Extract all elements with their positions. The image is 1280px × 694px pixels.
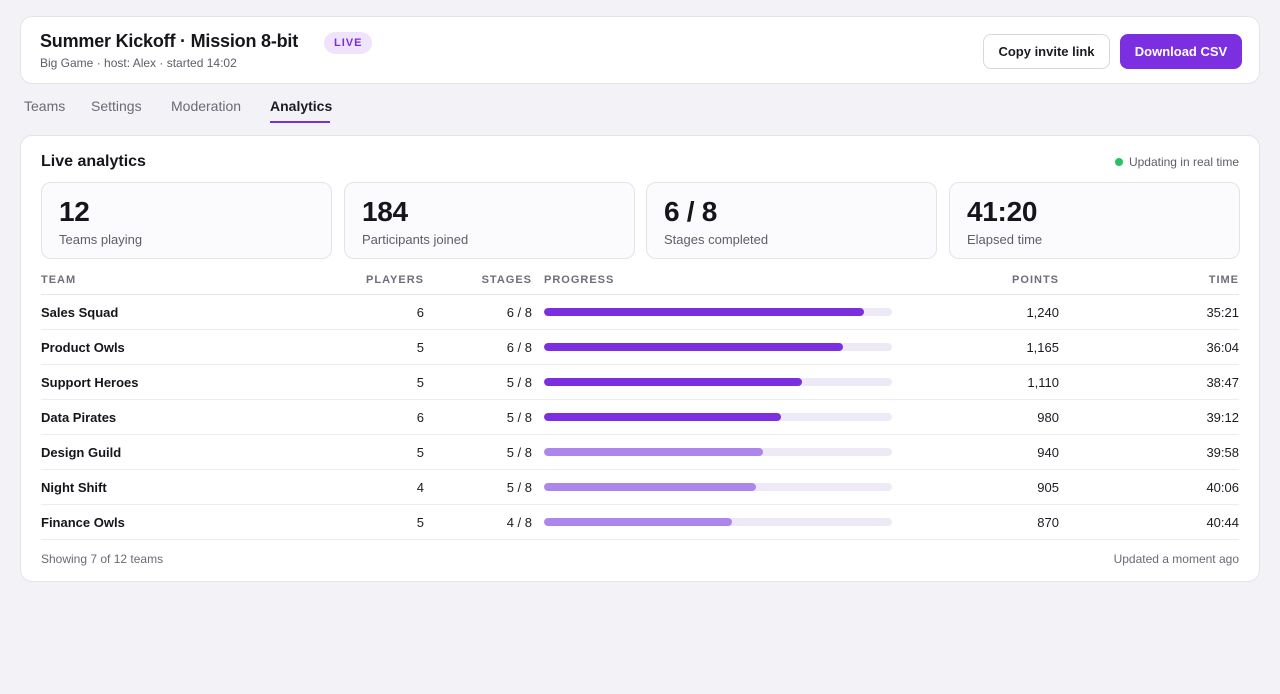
players-count: 5 [416,515,424,530]
progress-bar [544,308,892,316]
tab-analytics[interactable]: Analytics [270,98,333,114]
table-row[interactable]: Data Pirates 6 5 / 8 980 39:12 [41,400,1239,435]
stages-count: 4 / 8 [506,515,532,530]
time-value: 36:04 [1206,340,1239,355]
progress-bar-fill [544,483,757,491]
live-analytics-panel: Live analytics Updating in real time 12 … [20,135,1260,582]
realtime-status-text: Updating in real time [1128,155,1239,169]
progress-bar-fill [544,448,764,456]
stages-count: 5 / 8 [506,445,532,460]
players-count: 5 [416,375,424,390]
points-value: 1,165 [1026,340,1059,355]
table-header: TEAM PLAYERS STAGES PROGRESS POINTS TIME [41,270,1239,295]
game-header: Summer Kickoff · Mission 8-bit LIVE Big … [20,16,1260,84]
team-name: Sales Squad [41,305,119,320]
team-name: Night Shift [41,480,107,495]
players-count: 6 [416,410,424,425]
active-tab-indicator [270,121,330,123]
team-name: Product Owls [41,340,125,355]
stat-label: Teams playing [59,232,143,247]
time-value: 40:44 [1206,515,1239,530]
progress-bar [544,518,892,526]
stat-value: 41:20 [967,196,1038,227]
team-name: Design Guild [41,445,122,460]
stat-card-elapsed: 41:20 Elapsed time [949,182,1240,259]
points-value: 1,110 [1027,375,1059,390]
progress-bar-fill [544,343,844,351]
column-time[interactable]: TIME [1208,274,1239,286]
progress-bar [544,483,892,491]
realtime-status: Updating in real time [1114,155,1239,169]
tab-moderation[interactable]: Moderation [171,98,242,114]
stat-label: Elapsed time [967,232,1043,247]
tab-settings[interactable]: Settings [91,98,142,114]
time-value: 40:06 [1206,480,1239,495]
teams-table: TEAM PLAYERS STAGES PROGRESS POINTS TIME… [41,270,1239,540]
team-name: Data Pirates [41,410,117,425]
time-value: 35:21 [1206,305,1239,320]
table-row[interactable]: Design Guild 5 5 / 8 940 39:58 [41,435,1239,470]
team-name: Finance Owls [41,515,125,530]
status-dot-icon [1114,158,1123,166]
stat-label: Participants joined [362,232,469,247]
live-badge: LIVE [324,32,373,54]
stat-card-participants: 184 Participants joined [344,182,635,259]
points-value: 940 [1037,445,1059,460]
progress-bar-fill [544,308,865,316]
table-row[interactable]: Product Owls 5 6 / 8 1,165 36:04 [41,330,1239,365]
panel-title: Live analytics [41,153,146,170]
game-title: Summer Kickoff · Mission 8-bit [40,31,299,51]
points-value: 870 [1037,515,1059,530]
column-points[interactable]: POINTS [1012,274,1059,286]
time-value: 39:58 [1206,445,1239,460]
stages-count: 5 / 8 [506,375,532,390]
team-name: Support Heroes [41,375,139,390]
players-count: 6 [416,305,424,320]
players-count: 4 [416,480,424,495]
column-progress[interactable]: PROGRESS [544,274,615,286]
stat-card-teams: 12 Teams playing [41,182,332,259]
progress-bar [544,413,892,421]
table-row[interactable]: Support Heroes 5 5 / 8 1,110 38:47 [41,365,1239,400]
table-row[interactable]: Sales Squad 6 6 / 8 1,240 35:21 [41,295,1239,330]
stat-value: 6 / 8 [664,196,717,227]
stat-label: Stages completed [664,232,769,247]
copy-invite-link-button[interactable]: Copy invite link [983,34,1110,69]
stat-card-stages: 6 / 8 Stages completed [646,182,937,259]
progress-bar [544,378,892,386]
time-value: 38:47 [1206,375,1239,390]
stat-value: 12 [59,196,90,227]
points-value: 905 [1037,480,1059,495]
column-players[interactable]: PLAYERS [366,274,424,286]
table-row[interactable]: Night Shift 4 5 / 8 905 40:06 [41,470,1239,505]
table-footer-updated: Updated a moment ago [1113,552,1239,566]
progress-bar-fill [544,413,781,421]
column-stages[interactable]: STAGES [481,274,532,286]
progress-bar-fill [544,378,802,386]
time-value: 39:12 [1206,410,1239,425]
stat-value: 184 [362,196,408,227]
game-subtitle: Big Game · host: Alex · started 14:02 [40,56,237,70]
table-footer-count: Showing 7 of 12 teams [41,552,164,566]
progress-bar [544,343,892,351]
players-count: 5 [416,445,424,460]
table-body: Sales Squad 6 6 / 8 1,240 35:21 Product Owls 5… [41,295,1239,540]
tab-teams[interactable]: Teams [24,98,66,114]
progress-bar [544,448,892,456]
column-team[interactable]: TEAM [41,274,77,286]
stages-count: 5 / 8 [506,410,532,425]
stages-count: 6 / 8 [506,305,532,320]
stages-count: 5 / 8 [506,480,532,495]
download-csv-button[interactable]: Download CSV [1120,34,1242,69]
players-count: 5 [416,340,424,355]
table-row[interactable]: Finance Owls 5 4 / 8 870 40:44 [41,505,1239,540]
progress-bar-fill [544,518,732,526]
stages-count: 6 / 8 [506,340,532,355]
points-value: 980 [1037,410,1059,425]
points-value: 1,240 [1026,305,1059,320]
